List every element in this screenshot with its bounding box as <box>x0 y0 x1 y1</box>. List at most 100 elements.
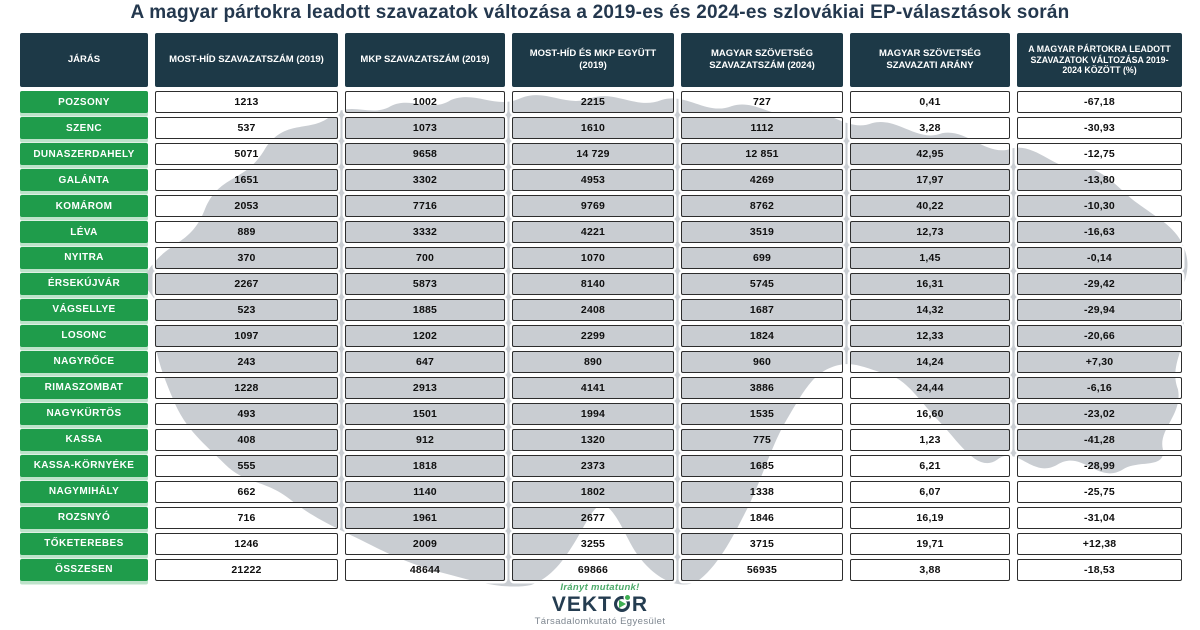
value-cell: 16,19 <box>850 506 1010 529</box>
value-cell: 523 <box>155 299 338 321</box>
play-triangle-icon <box>618 600 626 608</box>
green-dot-icon <box>624 595 630 600</box>
value-cell: 4141 <box>512 377 674 399</box>
column-header-msz-2024: MAGYAR SZÖVETSÉG SZAVAZATSZÁM (2024) <box>681 33 843 87</box>
value-cell: -6,16 <box>1017 377 1182 399</box>
value-cell: 3886 <box>681 377 843 399</box>
value-cell: 408 <box>155 428 338 451</box>
value-cell: 370 <box>155 247 338 269</box>
value-cell: -29,42 <box>1017 273 1182 295</box>
value-cell: -20,66 <box>1017 325 1182 347</box>
value-cell: 1501 <box>345 403 505 425</box>
value-cell: 4953 <box>512 169 674 191</box>
value-cell: -30,93 <box>1017 117 1182 139</box>
value-cell: 12,73 <box>850 221 1010 243</box>
value-cell: 6,07 <box>850 480 1010 503</box>
logo-tagline: Irányt mutatunk! <box>560 582 640 593</box>
value-cell: 6,21 <box>850 454 1010 477</box>
value-cell: 537 <box>155 117 338 139</box>
value-cell: 14,24 <box>850 351 1010 373</box>
value-cell: 912 <box>345 428 505 451</box>
value-cell: 12,33 <box>850 325 1010 347</box>
value-cell: 1112 <box>681 117 843 139</box>
column-header-mosthid-2019: MOST-HÍD SZAVAZATSZÁM (2019) <box>155 33 338 87</box>
value-cell: -18,53 <box>1017 558 1182 581</box>
value-cell: 699 <box>681 247 843 269</box>
value-cell: 3,88 <box>850 558 1010 581</box>
district-label: LOSONC <box>20 325 148 347</box>
value-cell: 716 <box>155 506 338 529</box>
district-label: NAGYKÜRTÖS <box>20 403 148 425</box>
value-cell: 14,32 <box>850 299 1010 321</box>
value-cell: 2408 <box>512 299 674 321</box>
value-cell: 1,45 <box>850 247 1010 269</box>
district-label: POZSONY <box>20 91 148 113</box>
value-cell: 3255 <box>512 532 674 555</box>
page-title: A magyar pártokra leadott szavazatok vál… <box>130 2 1070 23</box>
value-cell: 555 <box>155 454 338 477</box>
value-cell: 1202 <box>345 325 505 347</box>
value-cell: 14 729 <box>512 143 674 165</box>
value-cell: 2267 <box>155 273 338 295</box>
value-cell: 2677 <box>512 506 674 529</box>
value-cell: 1228 <box>155 377 338 399</box>
value-cell: 1246 <box>155 532 338 555</box>
district-label: TŐKETEREBES <box>20 532 148 555</box>
column-header-msz-arany: MAGYAR SZÖVETSÉG SZAVAZATI ARÁNY <box>850 33 1010 87</box>
value-cell: 5873 <box>345 273 505 295</box>
district-label: NAGYRŐCE <box>20 351 148 373</box>
value-cell: 42,95 <box>850 143 1010 165</box>
district-label: ÉRSEKÚJVÁR <box>20 273 148 295</box>
value-cell: 1610 <box>512 117 674 139</box>
value-cell: 1338 <box>681 480 843 503</box>
value-cell: 493 <box>155 403 338 425</box>
district-label: DUNASZERDAHELY <box>20 143 148 165</box>
value-cell: 1685 <box>681 454 843 477</box>
value-cell: 1002 <box>345 91 505 113</box>
value-cell: 0,41 <box>850 91 1010 113</box>
value-cell: 56935 <box>681 558 843 581</box>
value-cell: 1994 <box>512 403 674 425</box>
value-cell: 8140 <box>512 273 674 295</box>
value-cell: 7716 <box>345 195 505 217</box>
district-label: LÉVA <box>20 221 148 243</box>
value-cell: 24,44 <box>850 377 1010 399</box>
value-cell: 890 <box>512 351 674 373</box>
vektor-logo: VEKT R <box>0 594 1200 615</box>
value-cell: 3302 <box>345 169 505 191</box>
district-label: ÖSSZESEN <box>20 558 148 581</box>
value-cell: 8762 <box>681 195 843 217</box>
value-cell: +7,30 <box>1017 351 1182 373</box>
slovakia-map-shape <box>143 95 1188 587</box>
value-cell: 662 <box>155 480 338 503</box>
district-label: KASSA <box>20 428 148 451</box>
value-cell: 2299 <box>512 325 674 347</box>
value-cell: 2215 <box>512 91 674 113</box>
value-cell: 1097 <box>155 325 338 347</box>
data-table: JÁRÁS MOST-HÍD SZAVAZATSZÁM (2019) MKP S… <box>20 33 1182 581</box>
value-cell: 5071 <box>155 143 338 165</box>
column-header-valtozas: A MAGYAR PÁRTOKRA LEADOTT SZAVAZATOK VÁL… <box>1017 33 1182 87</box>
value-cell: 1818 <box>345 454 505 477</box>
value-cell: 2009 <box>345 532 505 555</box>
slovakia-map <box>143 95 1188 587</box>
value-cell: 960 <box>681 351 843 373</box>
value-cell: 1213 <box>155 91 338 113</box>
district-label: KOMÁROM <box>20 195 148 217</box>
value-cell: +12,38 <box>1017 532 1182 555</box>
value-cell: -0,14 <box>1017 247 1182 269</box>
value-cell: 5745 <box>681 273 843 295</box>
value-cell: 1140 <box>345 480 505 503</box>
value-cell: 1802 <box>512 480 674 503</box>
value-cell: -23,02 <box>1017 403 1182 425</box>
value-cell: -29,94 <box>1017 299 1182 321</box>
column-header-jaras: JÁRÁS <box>20 33 148 87</box>
value-cell: -13,80 <box>1017 169 1182 191</box>
value-cell: 12 851 <box>681 143 843 165</box>
value-cell: 69866 <box>512 558 674 581</box>
value-cell: -16,63 <box>1017 221 1182 243</box>
column-header-mkp-2019: MKP SZAVAZATSZÁM (2019) <box>345 33 505 87</box>
value-cell: 9769 <box>512 195 674 217</box>
value-cell: -67,18 <box>1017 91 1182 113</box>
